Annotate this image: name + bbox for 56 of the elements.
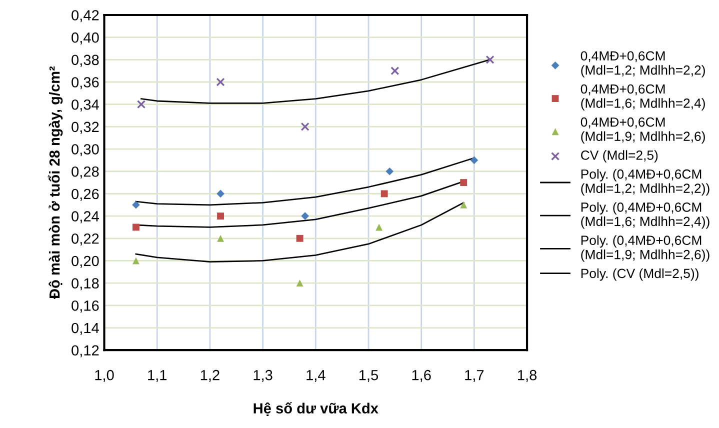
- y-tick-label: 0,18: [72, 278, 99, 290]
- point: [217, 212, 224, 220]
- point: [216, 190, 224, 198]
- point: [386, 167, 394, 176]
- y-tick-label: 0,42: [72, 10, 99, 22]
- x-tick-label: 1,5: [359, 370, 378, 382]
- point: [376, 224, 383, 231]
- y-tick-label: 0,14: [72, 322, 99, 335]
- legend-label: CV (Mdl=2,5): [581, 150, 658, 162]
- point: [486, 55, 494, 64]
- point: [301, 212, 309, 220]
- point: [460, 201, 468, 208]
- point: [296, 280, 304, 287]
- point: [380, 190, 388, 198]
- y-tick-label: 0,36: [72, 77, 99, 90]
- point: [132, 200, 140, 209]
- y-tick-label: 0,24: [72, 211, 99, 224]
- x-axis-title: Hệ số dư vữa Kdx: [254, 402, 378, 416]
- legend-label: Poly. (CV (Mdl=2,5)): [581, 268, 698, 281]
- y-tick-label: 0,22: [72, 233, 99, 246]
- y-tick-label: 0,40: [72, 32, 99, 44]
- x-tick-label: 1,8: [518, 370, 537, 382]
- legend-label: 0,4MĐ+0,6CM (Mdl=1,2; Mdlhh=2,2): [580, 51, 705, 78]
- legend-label: Poly. (0,4MĐ+0,6CM (Mdl=1,2; Mdlhh=2,2)): [581, 169, 710, 196]
- point: [136, 100, 146, 109]
- y-axis-title: Độ mài mòn ở tuổi 28 ngày, g/cm²: [48, 66, 63, 299]
- y-tick-label: 0,30: [72, 144, 99, 156]
- y-tick-label: 0,12: [72, 345, 99, 358]
- point: [217, 234, 224, 242]
- x-tick-label: 1,7: [465, 370, 484, 382]
- y-tick-label: 0,20: [72, 256, 99, 268]
- x-tick-label: 1,1: [148, 370, 167, 382]
- point: [470, 156, 478, 164]
- legend-label: Poly. (0,4MĐ+0,6CM (Mdl=1,9; Mdlhh=2,6)): [581, 235, 710, 262]
- line-series: [140, 58, 491, 104]
- point: [132, 257, 140, 264]
- point: [296, 234, 304, 242]
- y-tick-label: 0,26: [72, 188, 99, 201]
- y-tick-label: 0,16: [72, 300, 99, 313]
- x-tick-label: 1,0: [95, 370, 114, 382]
- y-tick-label: 0,28: [72, 166, 99, 179]
- point: [390, 66, 400, 76]
- legend-label: 0,4MĐ+0,6CM (Mdl=1,6; Mdlhh=2,4): [580, 84, 705, 110]
- point: [460, 179, 468, 186]
- legend-label: 0,4MĐ+0,6CM (Mdl=1,9; Mdlhh=2,6): [580, 117, 705, 144]
- x-tick-label: 1,4: [306, 370, 326, 382]
- x-tick-label: 1,3: [254, 370, 272, 382]
- x-tick-label: 1,2: [200, 370, 220, 382]
- legend-label: Poly. (0,4MĐ+0,6CM (Mdl=1,6; Mdlhh=2,4)): [581, 202, 710, 229]
- y-tick-label: 0,32: [72, 122, 99, 134]
- y-tick-label: 0,38: [72, 54, 99, 67]
- x-tick-label: 1,6: [412, 370, 431, 382]
- point: [216, 78, 225, 86]
- point: [300, 122, 310, 131]
- y-tick-label: 0,34: [72, 99, 99, 112]
- point: [132, 224, 140, 231]
